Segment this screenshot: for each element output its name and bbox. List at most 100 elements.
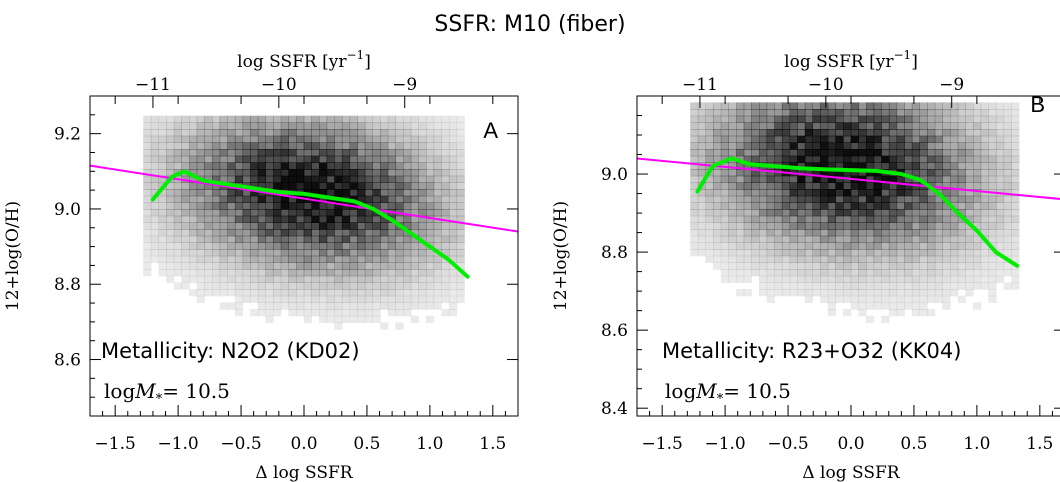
density-cell bbox=[280, 302, 289, 310]
density-cell bbox=[173, 282, 182, 290]
density-cell bbox=[774, 189, 783, 197]
density-cell bbox=[227, 149, 236, 157]
density-cell bbox=[705, 182, 714, 190]
density-cell bbox=[380, 255, 389, 263]
density-cell bbox=[433, 195, 442, 203]
density-cell bbox=[357, 189, 366, 197]
density-cell bbox=[980, 149, 989, 157]
density-cell bbox=[988, 209, 997, 217]
density-cell bbox=[728, 115, 737, 123]
density-cell bbox=[881, 215, 890, 223]
density-cell bbox=[250, 122, 259, 130]
density-cell bbox=[804, 182, 813, 190]
density-cell bbox=[766, 109, 775, 117]
density-cell bbox=[766, 135, 775, 143]
density-cell bbox=[858, 182, 867, 190]
density-cell bbox=[181, 255, 190, 263]
density-cell bbox=[273, 222, 282, 230]
density-cell bbox=[705, 155, 714, 163]
density-cell bbox=[158, 229, 167, 237]
density-cell bbox=[426, 195, 435, 203]
density-cell bbox=[896, 102, 905, 110]
density-cell bbox=[372, 182, 381, 190]
density-cell bbox=[835, 275, 844, 283]
density-cell bbox=[896, 155, 905, 163]
density-cell bbox=[319, 122, 328, 130]
density-cell bbox=[326, 155, 335, 163]
density-cell bbox=[173, 129, 182, 137]
density-cell bbox=[743, 115, 752, 123]
density-cell bbox=[713, 235, 722, 243]
density-cell bbox=[250, 155, 259, 163]
density-cell bbox=[911, 249, 920, 257]
density-cell bbox=[296, 282, 305, 290]
density-cell bbox=[873, 242, 882, 250]
density-cell bbox=[334, 315, 343, 323]
density-cell bbox=[303, 122, 312, 130]
density-cell bbox=[973, 235, 982, 243]
density-cell bbox=[759, 122, 768, 130]
density-cell bbox=[380, 122, 389, 130]
density-cell bbox=[820, 222, 829, 230]
density-cell bbox=[403, 235, 412, 243]
density-cell bbox=[326, 262, 335, 270]
density-cell bbox=[919, 255, 928, 263]
density-cell bbox=[751, 215, 760, 223]
density-cell bbox=[234, 235, 244, 243]
density-cell bbox=[433, 282, 442, 290]
density-cell bbox=[911, 289, 920, 297]
density-cell bbox=[143, 229, 152, 237]
density-cell bbox=[965, 175, 974, 183]
density-cell bbox=[950, 202, 959, 210]
density-cell bbox=[426, 295, 435, 303]
density-cell bbox=[720, 242, 729, 250]
density-cell bbox=[988, 175, 997, 183]
density-cell bbox=[349, 289, 358, 297]
density-cell bbox=[166, 249, 175, 257]
density-cell bbox=[720, 255, 729, 263]
density-cell bbox=[303, 162, 312, 170]
metallicity-label: Metallicity: N2O2 (KD02) bbox=[101, 339, 360, 363]
density-cell bbox=[881, 149, 890, 157]
density-cell bbox=[273, 135, 282, 143]
density-cell bbox=[759, 289, 768, 297]
density-cell bbox=[334, 249, 343, 257]
density-cell bbox=[204, 142, 213, 150]
density-cell bbox=[911, 169, 920, 177]
density-cell bbox=[227, 202, 236, 210]
density-cell bbox=[181, 115, 190, 123]
density-cell bbox=[820, 255, 829, 263]
density-cell bbox=[448, 202, 458, 210]
density-cell bbox=[1011, 215, 1020, 223]
density-cell bbox=[720, 202, 729, 210]
density-cell bbox=[166, 122, 175, 130]
density-cell bbox=[250, 269, 259, 277]
density-cell bbox=[866, 155, 875, 163]
density-cell bbox=[957, 162, 966, 170]
density-cell bbox=[751, 195, 760, 203]
density-cell bbox=[866, 229, 875, 237]
x-tick-label: 1.0 bbox=[963, 434, 990, 454]
density-cell bbox=[288, 162, 297, 170]
density-cell bbox=[395, 115, 404, 123]
density-cell bbox=[713, 149, 722, 157]
density-cell bbox=[820, 189, 829, 197]
density-cell bbox=[441, 175, 450, 183]
density-cell bbox=[341, 169, 351, 177]
density-cell bbox=[995, 162, 1005, 170]
median-line bbox=[695, 156, 1020, 268]
density-cell bbox=[743, 222, 752, 230]
density-cell bbox=[995, 269, 1005, 277]
density-cell bbox=[713, 189, 722, 197]
density-cell bbox=[843, 122, 852, 130]
density-cell bbox=[789, 129, 798, 137]
density-cell bbox=[349, 282, 358, 290]
density-cell bbox=[181, 249, 190, 257]
density-cell bbox=[173, 222, 182, 230]
density-cell bbox=[690, 222, 699, 230]
density-cell bbox=[319, 235, 328, 243]
density-cell bbox=[820, 129, 829, 137]
density-cell bbox=[181, 229, 190, 237]
density-cell bbox=[311, 242, 320, 250]
density-cell bbox=[759, 242, 768, 250]
